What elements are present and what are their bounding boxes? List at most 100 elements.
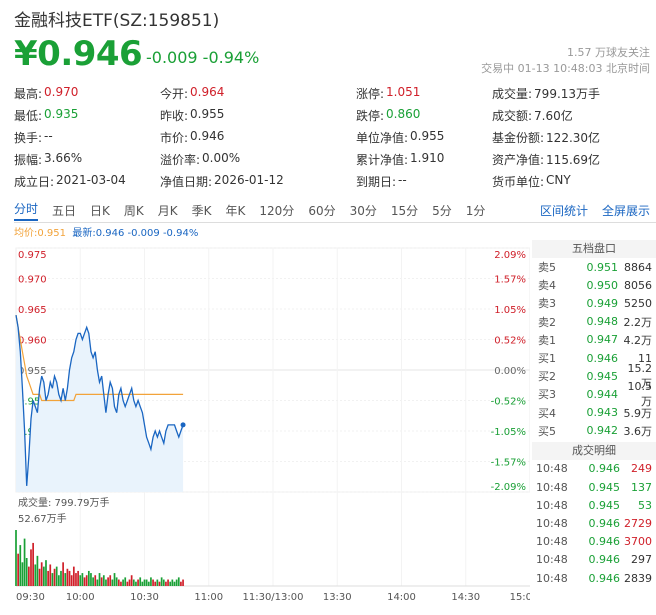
period-tab[interactable]: 120分 [259, 203, 295, 218]
volume-bar [42, 566, 45, 586]
volume-bar [21, 562, 24, 586]
stat-label: 振幅: [14, 152, 43, 167]
y-tick-right: 2.09% [494, 250, 526, 261]
stat-label: 单位净值: [356, 130, 409, 145]
volume-bar [66, 568, 69, 586]
x-tick-label: 14:00 [387, 592, 416, 603]
deal-time: 10:48 [536, 535, 568, 549]
volume-bar [126, 581, 129, 586]
volume-bar [171, 579, 174, 586]
stat-label: 涨停: [356, 86, 385, 101]
order-volume: 15.2万 [627, 361, 653, 390]
volume-bar [81, 573, 84, 586]
deal-volume: 3700 [624, 535, 652, 549]
stat-cell: 单位净值: 0.955 [356, 129, 492, 146]
y-tick-left: 0.960 [18, 336, 47, 347]
range-stats-link[interactable]: 区间统计 [539, 203, 588, 218]
order-price: 0.945 [586, 369, 619, 383]
period-tab[interactable]: 季K [191, 203, 212, 218]
order-volume: 2.2万 [623, 315, 653, 329]
fullscreen-link[interactable]: 全屏展示 [601, 203, 650, 218]
stat-cell: 最低: 0.935 [14, 107, 160, 124]
deal-time: 10:48 [536, 498, 568, 512]
order-level: 买3 [538, 388, 556, 402]
volume-bar [32, 542, 34, 586]
order-price: 0.950 [586, 278, 619, 292]
volume-bar [53, 568, 56, 586]
order-book-row: 卖1 0.947 4.2万 [532, 331, 656, 349]
stat-value: CNY [546, 172, 571, 187]
stat-value: 2026-01-12 [214, 172, 284, 187]
deal-time: 10:48 [536, 462, 568, 476]
stat-cell: 成交量: 799.13万手 [492, 85, 652, 102]
y-tick-right: -2.09% [491, 482, 526, 493]
volume-bar [17, 553, 19, 586]
order-level: 买1 [538, 352, 556, 366]
price-change: -0.009 -0.94% [146, 48, 259, 67]
volume-bar [137, 579, 139, 586]
deal-volume: 249 [631, 462, 652, 476]
volume-bar [38, 568, 41, 586]
stat-cell: 市价: 0.946 [160, 129, 356, 146]
period-tab[interactable]: 1分 [465, 203, 486, 218]
volume-bar [120, 581, 122, 586]
volume-bar [70, 575, 73, 586]
deal-row: 10:48 0.946 249 [532, 460, 656, 478]
stat-value: 1.051 [386, 84, 421, 99]
period-tab[interactable]: 周K [123, 203, 144, 218]
y-tick-right: 1.05% [494, 305, 526, 316]
period-tab[interactable]: 月K [157, 203, 178, 218]
volume-bar [177, 577, 180, 586]
period-tab[interactable]: 日K [90, 203, 110, 218]
volume-bar [68, 570, 71, 586]
order-volume: 10.5万 [627, 379, 653, 408]
x-tick-label: 15:00 [510, 592, 530, 603]
volume-bar [122, 579, 124, 586]
volume-bar [130, 575, 133, 586]
volume-bar [117, 579, 120, 586]
followers-count[interactable]: 1.57 万球友关注 [567, 46, 650, 59]
volume-bar [182, 579, 184, 586]
y-tick-right: -0.52% [491, 397, 526, 408]
deal-volume: 2839 [624, 571, 652, 585]
stat-value: 0.964 [190, 84, 225, 99]
volume-bar [175, 579, 178, 586]
period-tab[interactable]: 60分 [308, 203, 336, 218]
order-level: 卖1 [538, 333, 556, 347]
stat-cell: 累计净值: 1.910 [356, 151, 492, 168]
stat-value: 122.30亿 [546, 130, 601, 145]
period-tab[interactable]: 15分 [390, 203, 419, 218]
deal-price: 0.946 [588, 535, 621, 549]
order-level: 卖3 [538, 297, 556, 311]
x-tick-label: 13:30 [323, 592, 352, 603]
deal-price: 0.946 [588, 553, 621, 567]
price-line [15, 314, 184, 486]
intraday-chart[interactable]: 0.975 2.09% 0.970 1.57% 0.965 1.05% 0.960 0.52%… [0, 238, 530, 615]
deal-row: 10:48 0.946 2729 [532, 514, 656, 532]
order-book-row: 买2 0.945 15.2万 [532, 362, 656, 390]
order-book-row: 买1 0.946 11 [532, 349, 656, 367]
period-tab[interactable]: 分时 [14, 200, 39, 221]
period-tab[interactable]: 5分 [432, 203, 452, 218]
y-tick-right: 0.52% [494, 336, 526, 347]
stat-cell: 成立日: 2021-03-04 [14, 173, 160, 190]
stat-label: 基金份额: [492, 130, 545, 145]
order-volume: 5250 [624, 296, 652, 310]
order-volume: 5.9万 [623, 406, 653, 420]
deals-rows: 10:48 0.946 249 10:48 0.945 137 10:48 0.945 53 10… [532, 460, 656, 587]
deals-title: 成交明细 [532, 441, 656, 460]
order-price: 0.947 [586, 333, 619, 347]
stat-cell: 振幅: 3.66% [14, 151, 160, 168]
period-tab[interactable]: 30分 [349, 203, 377, 218]
volume-bar [64, 573, 67, 586]
period-tab[interactable]: 年K [225, 203, 246, 218]
stat-value: 115.69亿 [546, 152, 601, 167]
volume-bar [147, 581, 150, 586]
stat-cell: 最高: 0.970 [14, 85, 160, 102]
order-volume: 11 [638, 351, 652, 365]
volume-bar [100, 577, 103, 586]
deal-volume: 137 [631, 480, 652, 494]
order-book-row: 卖2 0.948 2.2万 [532, 313, 656, 331]
order-book-panel: 五档盘口 卖5 0.951 8864 卖4 0.950 8056 卖3 0.949 5250 卖2… [532, 240, 656, 587]
period-tab[interactable]: 五日 [52, 203, 77, 218]
